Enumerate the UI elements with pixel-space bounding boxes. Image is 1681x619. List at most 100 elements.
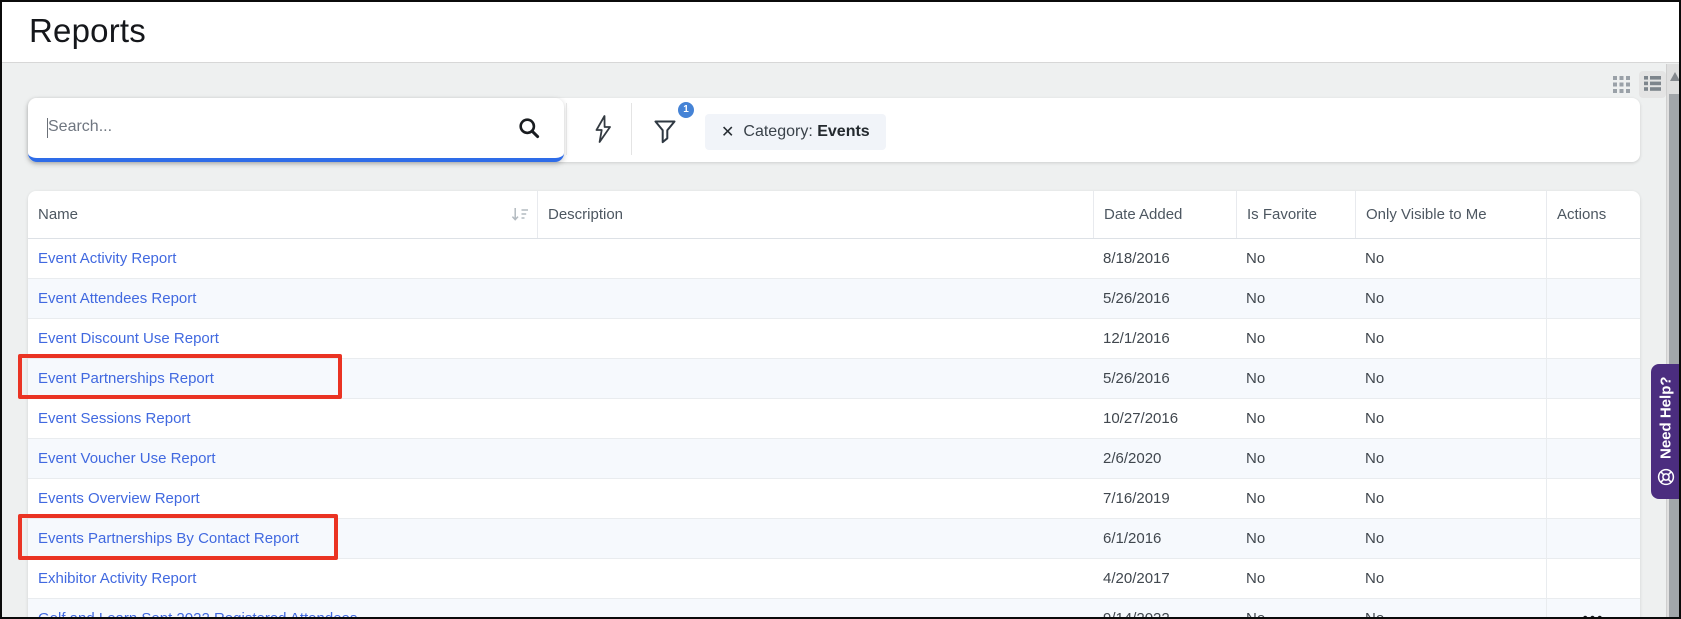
is-favorite-cell: No	[1246, 450, 1266, 467]
title-bar: Reports	[2, 2, 1679, 63]
table-row: Events Partnerships By Contact Report 6/…	[28, 519, 1640, 559]
only-visible-cell: No	[1365, 290, 1385, 307]
is-favorite-cell: No	[1246, 410, 1266, 427]
toolbar: 1 ✕ Category: Events	[28, 98, 1640, 162]
name-cell: Events Partnerships By Contact Report	[28, 519, 537, 558]
grid-view-button[interactable]	[1611, 76, 1631, 96]
toolbar-divider	[566, 103, 567, 155]
table-row: Event Sessions Report 10/27/2016 No No	[28, 399, 1640, 439]
is-favorite-cell: No	[1246, 250, 1266, 267]
need-help-label: Need Help?	[1657, 376, 1675, 459]
lightning-icon	[591, 115, 615, 147]
name-cell: Event Discount Use Report	[28, 319, 537, 358]
filter-chip-category[interactable]: ✕ Category: Events	[705, 114, 886, 150]
report-link[interactable]: Events Partnerships By Contact Report	[38, 530, 299, 547]
need-help-button[interactable]: Need Help?	[1651, 364, 1679, 499]
date-added-cell: 5/26/2016	[1103, 290, 1170, 307]
report-link[interactable]: Exhibitor Activity Report	[38, 570, 197, 587]
scroll-up-arrow-icon[interactable]	[1670, 72, 1679, 81]
report-link[interactable]: Event Activity Report	[38, 250, 177, 267]
table-row: Event Attendees Report 5/26/2016 No No	[28, 279, 1640, 319]
name-cell: Event Activity Report	[28, 239, 537, 278]
life-ring-icon	[1656, 467, 1676, 492]
scrollbar-thumb[interactable]	[1669, 94, 1679, 617]
date-added-cell: 9/14/2022	[1103, 610, 1170, 619]
description-cell	[537, 239, 1093, 278]
is-favorite-cell: No	[1246, 370, 1266, 387]
vertical-scrollbar[interactable]	[1666, 64, 1679, 617]
actions-cell	[1546, 239, 1640, 278]
only-visible-cell: No	[1365, 530, 1385, 547]
is-favorite-cell: No	[1246, 330, 1266, 347]
date-added-cell: 7/16/2019	[1103, 490, 1170, 507]
actions-cell: •••	[1546, 599, 1640, 619]
search-icon[interactable]	[518, 117, 540, 144]
description-cell	[537, 519, 1093, 558]
filter-count-badge: 1	[677, 101, 695, 119]
column-header-description[interactable]: Description	[537, 191, 1093, 238]
is-favorite-cell: No	[1246, 530, 1266, 547]
date-added-cell: 5/26/2016	[1103, 370, 1170, 387]
report-link[interactable]: Event Discount Use Report	[38, 330, 219, 347]
description-cell	[537, 319, 1093, 358]
sort-icon[interactable]	[511, 207, 529, 226]
report-link[interactable]: Event Attendees Report	[38, 290, 197, 307]
name-cell: Events Overview Report	[28, 479, 537, 518]
report-link[interactable]: Events Overview Report	[38, 490, 200, 507]
table-row: Events Overview Report 7/16/2019 No No	[28, 479, 1640, 519]
table-row: Golf and Learn Sept 2022 Registered Atte…	[28, 599, 1640, 619]
name-cell: Event Partnerships Report	[28, 359, 537, 398]
date-added-cell: 8/18/2016	[1103, 250, 1170, 267]
column-header-is-favorite[interactable]: Is Favorite	[1236, 191, 1355, 238]
report-link[interactable]: Golf and Learn Sept 2022 Registered Atte…	[38, 610, 358, 619]
column-label: Name	[38, 206, 79, 223]
report-link[interactable]: Event Sessions Report	[38, 410, 191, 427]
remove-filter-icon[interactable]: ✕	[721, 124, 735, 141]
column-header-date-added[interactable]: Date Added	[1093, 191, 1236, 238]
only-visible-cell: No	[1365, 450, 1385, 467]
report-link[interactable]: Event Voucher Use Report	[38, 450, 216, 467]
filter-button[interactable]	[651, 118, 679, 146]
filter-chip-label: Category: Events	[743, 123, 870, 140]
toolbar-divider	[631, 103, 632, 155]
search-input[interactable]	[48, 98, 488, 156]
actions-cell	[1546, 559, 1640, 598]
is-favorite-cell: No	[1246, 290, 1266, 307]
table-row: Exhibitor Activity Report 4/20/2017 No N…	[28, 559, 1640, 599]
actions-cell	[1546, 359, 1640, 398]
column-header-only-visible-to-me[interactable]: Only Visible to Me	[1355, 191, 1546, 238]
table-row: Event Partnerships Report 5/26/2016 No N…	[28, 359, 1640, 399]
page-title: Reports	[29, 12, 146, 49]
list-view-icon	[1644, 75, 1661, 94]
column-header-name[interactable]: Name	[28, 191, 537, 238]
date-added-cell: 6/1/2016	[1103, 530, 1162, 547]
actions-cell	[1546, 399, 1640, 438]
description-cell	[537, 359, 1093, 398]
only-visible-cell: No	[1365, 250, 1385, 267]
date-added-cell: 4/20/2017	[1103, 570, 1170, 587]
only-visible-cell: No	[1365, 490, 1385, 507]
description-cell	[537, 479, 1093, 518]
actions-cell	[1546, 279, 1640, 318]
quick-search-button[interactable]	[590, 114, 616, 146]
column-label: Actions	[1557, 206, 1607, 223]
grid-view-icon	[1612, 76, 1630, 96]
list-view-button[interactable]	[1639, 71, 1666, 98]
description-cell	[537, 559, 1093, 598]
name-cell: Exhibitor Activity Report	[28, 559, 537, 598]
description-cell	[537, 279, 1093, 318]
is-favorite-cell: No	[1246, 610, 1266, 619]
column-label: Only Visible to Me	[1366, 206, 1487, 223]
row-actions-menu-icon[interactable]: •••	[1582, 610, 1605, 619]
column-header-actions[interactable]: Actions	[1546, 191, 1640, 238]
report-link[interactable]: Event Partnerships Report	[38, 370, 214, 387]
description-cell	[537, 599, 1093, 617]
name-cell: Golf and Learn Sept 2022 Registered Atte…	[28, 599, 537, 619]
description-cell	[537, 439, 1093, 478]
search-box	[28, 98, 564, 162]
column-label: Is Favorite	[1247, 206, 1318, 223]
only-visible-cell: No	[1365, 410, 1385, 427]
only-visible-cell: No	[1365, 370, 1385, 387]
actions-cell	[1546, 319, 1640, 358]
only-visible-cell: No	[1365, 330, 1385, 347]
